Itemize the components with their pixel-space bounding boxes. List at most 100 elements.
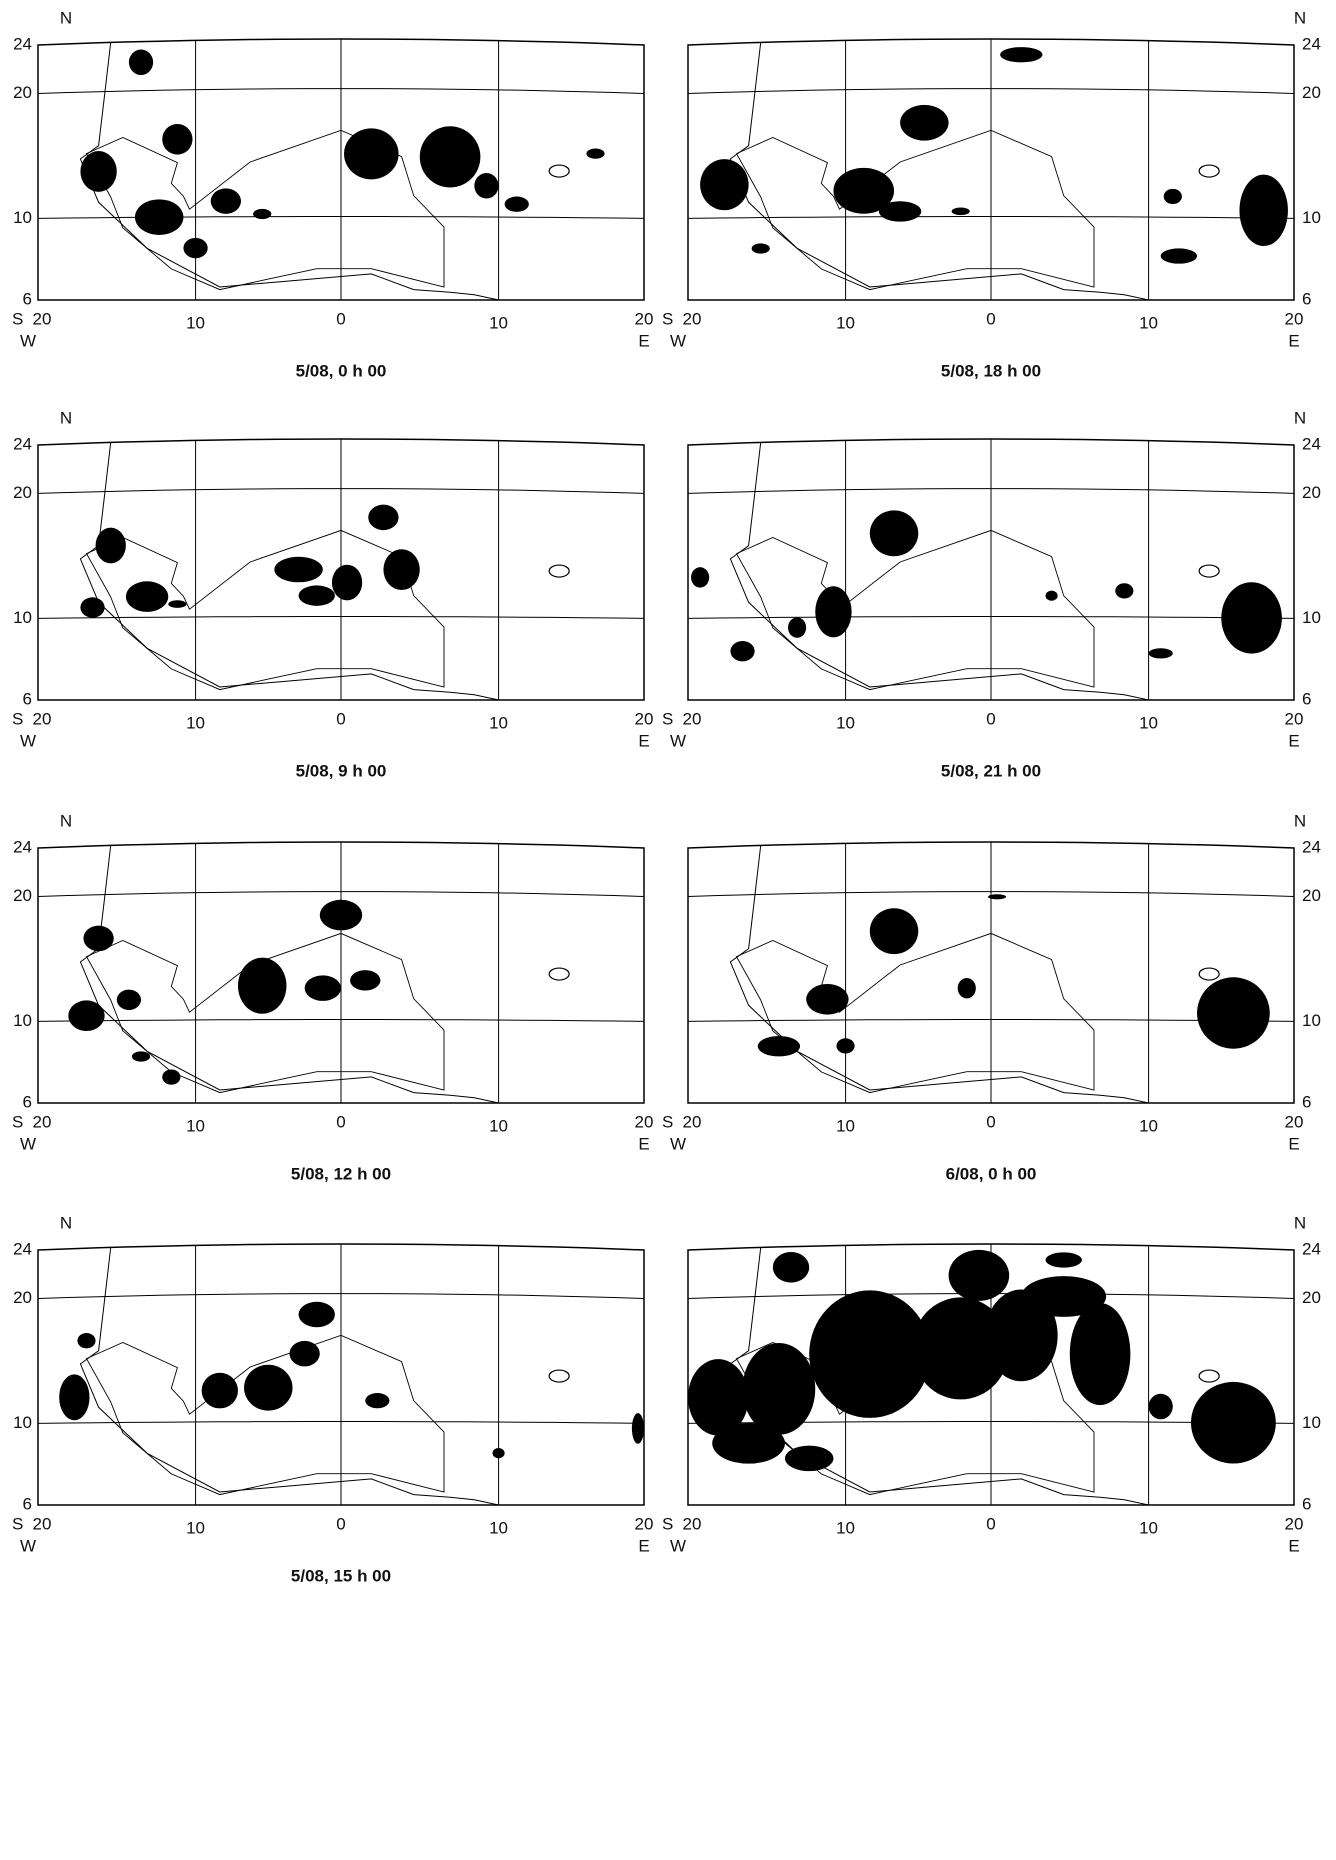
cloud-cluster xyxy=(1191,1382,1276,1464)
south-label: S xyxy=(12,1514,23,1533)
cloud-cluster xyxy=(1046,1252,1082,1267)
cloud-cluster xyxy=(126,581,168,612)
longitude-label: 0 xyxy=(336,1112,345,1131)
cloud-cluster xyxy=(836,1038,854,1053)
map-panel: 2420106NS201001020WE5/08, 21 h 00 xyxy=(662,408,1321,780)
west-label: W xyxy=(670,331,686,350)
longitude-label: 0 xyxy=(986,709,995,728)
panel-caption: 5/08, 9 h 00 xyxy=(296,761,387,780)
latitude-label: 6 xyxy=(23,689,32,708)
longitude-label: 10 xyxy=(489,1518,508,1537)
longitude-label: 0 xyxy=(336,309,345,328)
latitude-label: 20 xyxy=(13,83,32,102)
figure: 2420106NS201001020WE5/08, 0 h 002420106N… xyxy=(0,0,1336,1860)
latitude-label: 24 xyxy=(13,34,32,53)
panel-caption: 5/08, 0 h 00 xyxy=(296,361,387,380)
south-label: S xyxy=(12,1112,23,1131)
west-label: W xyxy=(20,1134,36,1153)
country-outline xyxy=(737,530,1095,689)
cloud-cluster xyxy=(1164,189,1182,204)
latitude-label: 10 xyxy=(13,608,32,627)
latitude-label: 10 xyxy=(13,1011,32,1030)
cloud-cluster xyxy=(274,557,322,583)
cloud-cluster xyxy=(809,1290,930,1418)
cloud-cluster xyxy=(879,201,921,221)
cloud-cluster xyxy=(870,908,918,954)
lake xyxy=(549,565,569,577)
panel-caption: 5/08, 15 h 00 xyxy=(291,1566,391,1585)
cloud-cluster xyxy=(183,238,207,258)
cloud-cluster xyxy=(493,1448,505,1458)
cloud-cluster xyxy=(752,243,770,253)
longitude-label: 20 xyxy=(33,309,52,328)
longitude-label: 10 xyxy=(186,713,205,732)
longitude-label: 10 xyxy=(836,313,855,332)
east-label: E xyxy=(638,1134,649,1153)
longitude-label: 20 xyxy=(683,709,702,728)
lake xyxy=(1199,1370,1219,1382)
cloud-cluster xyxy=(211,188,241,214)
west-label: W xyxy=(670,1134,686,1153)
country-outline xyxy=(87,1335,445,1494)
cloud-cluster xyxy=(332,565,362,601)
latitude-label: 10 xyxy=(13,1413,32,1432)
longitude-label: 10 xyxy=(836,1116,855,1135)
panel-caption: 5/08, 12 h 00 xyxy=(291,1164,391,1183)
south-label: S xyxy=(662,709,673,728)
cloud-cluster xyxy=(244,1365,292,1411)
west-label: W xyxy=(670,731,686,750)
cloud-cluster xyxy=(320,900,362,931)
longitude-label: 20 xyxy=(635,309,654,328)
latitude-label: 6 xyxy=(23,1092,32,1111)
latitude-label: 24 xyxy=(1302,1239,1321,1258)
north-label: N xyxy=(1294,408,1306,427)
longitude-label: 10 xyxy=(489,713,508,732)
cloud-cluster xyxy=(958,978,976,998)
east-label: E xyxy=(638,1536,649,1555)
south-label: S xyxy=(12,309,23,328)
cloud-cluster xyxy=(743,1343,816,1435)
cloud-cluster xyxy=(59,1374,89,1420)
cloud-cluster xyxy=(77,1333,95,1348)
cloud-cluster xyxy=(168,600,186,608)
west-label: W xyxy=(20,731,36,750)
cloud-cluster xyxy=(700,159,748,210)
cloud-cluster xyxy=(1197,977,1270,1048)
lake xyxy=(1199,165,1219,177)
coastline xyxy=(730,846,1148,1104)
latitude-label: 24 xyxy=(1302,434,1321,453)
longitude-label: 10 xyxy=(1139,713,1158,732)
north-label: N xyxy=(1294,811,1306,830)
latitude-label: 24 xyxy=(13,837,32,856)
longitude-label: 0 xyxy=(986,1514,995,1533)
cloud-cluster xyxy=(162,124,192,155)
longitude-label: 20 xyxy=(1285,1514,1304,1533)
cloud-cluster xyxy=(1161,248,1197,263)
cloud-cluster xyxy=(80,151,116,192)
cloud-cluster xyxy=(730,641,754,661)
cloud-cluster xyxy=(952,207,970,215)
latitude-label: 10 xyxy=(1302,1413,1321,1432)
coastline xyxy=(80,846,498,1104)
country-outline xyxy=(737,933,1095,1092)
cloud-cluster xyxy=(289,1341,319,1367)
north-label: N xyxy=(60,8,72,27)
longitude-label: 20 xyxy=(1285,1112,1304,1131)
latitude-label: 6 xyxy=(1302,1494,1311,1513)
cloud-cluster xyxy=(162,1069,180,1084)
longitude-label: 20 xyxy=(33,1112,52,1131)
cloud-cluster xyxy=(1046,591,1058,601)
cloud-cluster xyxy=(586,149,604,159)
cloud-cluster xyxy=(132,1051,150,1061)
cloud-cluster xyxy=(712,1423,785,1464)
cloud-cluster xyxy=(691,567,709,587)
cloud-cluster xyxy=(368,505,398,531)
north-label: N xyxy=(1294,8,1306,27)
longitude-label: 20 xyxy=(33,1514,52,1533)
longitude-label: 20 xyxy=(635,709,654,728)
latitude-label: 6 xyxy=(23,1494,32,1513)
longitude-label: 10 xyxy=(489,313,508,332)
longitude-label: 10 xyxy=(186,313,205,332)
